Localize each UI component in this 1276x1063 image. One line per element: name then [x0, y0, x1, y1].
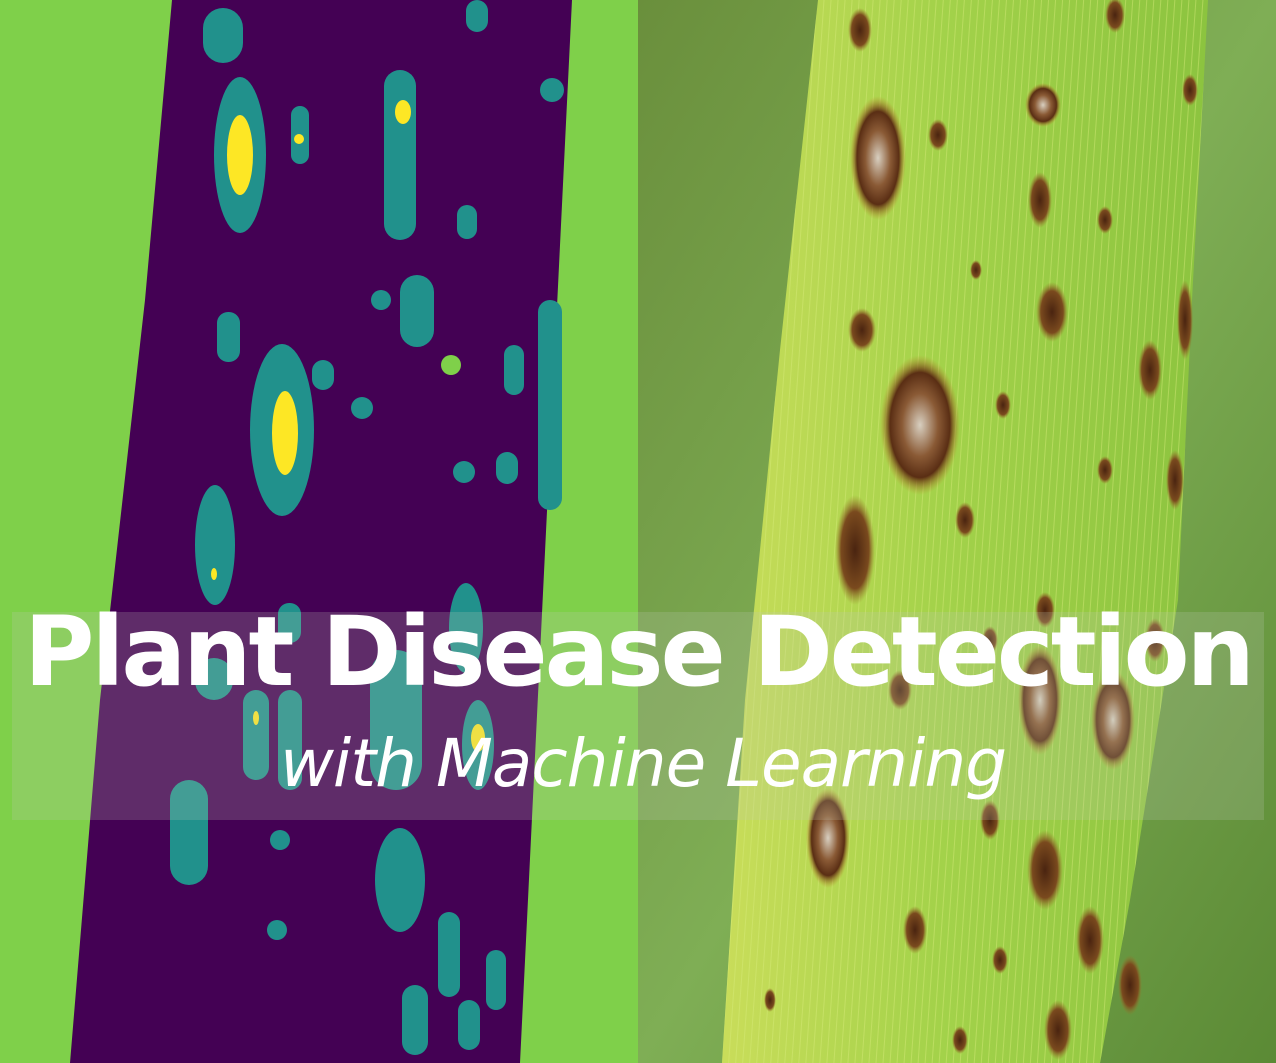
photo-lesions — [806, 83, 1135, 888]
title-band — [12, 612, 1264, 820]
photo-panel — [638, 0, 1276, 1063]
mask-lesion-cores — [211, 100, 485, 752]
poster-title: Plant Disease Detection — [24, 596, 1255, 708]
mask-bright-dot — [441, 355, 461, 375]
poster-subtitle: with Machine Learning — [279, 725, 1007, 802]
mask-lesion-halos — [170, 0, 564, 1055]
photo-spots — [764, 0, 1198, 1060]
mask-panel — [70, 0, 572, 1063]
